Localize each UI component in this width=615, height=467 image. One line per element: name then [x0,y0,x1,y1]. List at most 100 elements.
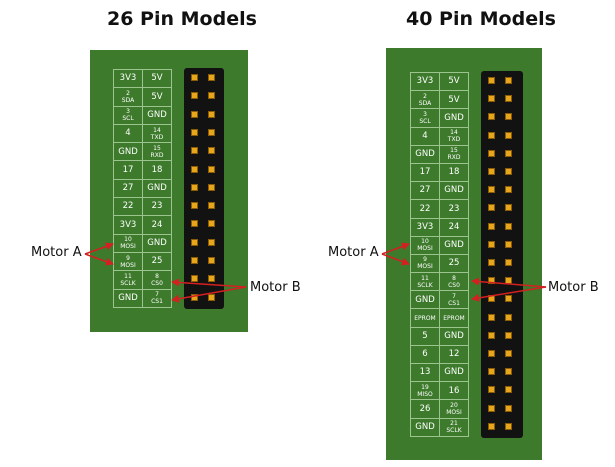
header-pin [208,183,215,191]
header-pin [505,77,512,84]
header-pin [505,95,512,103]
header-pin [191,147,198,155]
header-pin [505,313,512,321]
header-pin [191,110,198,118]
header-pin [208,293,215,301]
pin-label-even: 5V [439,90,469,110]
header-pin [505,368,512,376]
pin-label-even: 16 [439,381,469,401]
pin-row: 22 23 [113,197,172,217]
header-pin [488,386,495,394]
pin-row: 3 SCL GND [113,105,172,125]
pin-row: 9 MOSI 25 [410,253,469,274]
motor-a-label-right: Motor A [328,245,379,260]
pin-label-odd: 11 SCLK [410,272,440,292]
pin-label-even: 7 CS1 [439,290,469,310]
arrow-motor-a-2 [84,253,114,266]
header-pin [505,259,512,266]
header-pin [191,92,198,100]
pin-label-even: 25 [439,253,469,274]
header-pin [191,165,198,173]
header-pin [208,257,215,264]
pin-row: 11 SCLK 8 CS0 [410,272,469,292]
pin-row: 2 SDA 5V [410,90,469,110]
arrow-motor-a-4 [381,253,410,266]
pin-row: GND 7 CS1 [113,288,172,308]
pin-row: 2 SDA 5V [113,87,172,107]
header-pin [488,149,495,157]
arrow-motor-a-3 [381,242,410,255]
header-pin [488,350,495,357]
pin-label-odd: GND [410,417,440,437]
header-pin [488,186,495,194]
header-pin [191,257,198,264]
header-pin [191,238,198,246]
header-pin [208,147,215,155]
header-pin [505,222,512,230]
header-pin [488,168,495,175]
header-pin [488,222,495,230]
pin-label-even: 8 CS0 [439,272,469,292]
pin-row: 10 MOSI GND [410,235,469,255]
header-pin [191,220,198,228]
header-pin [488,277,495,285]
pin-label-odd: 19 MISO [410,381,440,401]
header-pin [488,404,495,412]
title-26-pin-models: 26 Pin Models [107,8,257,30]
header-pin [488,77,495,84]
header-pin [488,204,495,212]
pin-row: 3V3 5V [410,71,469,92]
header-pin [488,113,495,121]
header-pin [505,331,512,339]
title-40-pin-models: 40 Pin Models [406,8,556,30]
header-pin [208,128,215,136]
motor-b-label-right: Motor B [548,280,599,295]
header-pin [488,240,495,248]
header-pin [191,183,198,191]
motor-b-label-left: Motor B [250,280,301,295]
header-pin [208,220,215,228]
pin-label-even: 5V [439,71,469,92]
header-pin [505,113,512,121]
pin-row: GND 7 CS1 [410,290,469,310]
pin-label-even: 15 RXD [439,144,469,164]
pin-label-even: 20 MOSI [439,399,469,419]
pin-label-odd: 11 SCLK [113,270,143,290]
header-pin [488,95,495,103]
header-pin [488,368,495,376]
pin-row: 4 14 TXD [410,126,469,146]
header-pin [191,202,198,210]
pin-label-odd: 3 SCL [113,105,143,125]
arrow-motor-b-3 [471,277,547,288]
header-pin [505,386,512,394]
header-pin [488,259,495,266]
header-pin [191,275,198,283]
motor-a-label-left: Motor A [31,245,82,260]
header-pin [191,128,198,136]
pin-label-odd: GND [113,288,143,308]
header-pin [505,422,512,430]
header-pin [505,240,512,248]
pin-row: 10 MOSI GND [113,233,172,253]
pin-label-table: 3V3 5V 2 SDA 5V 3 SCL GND 4 14 TXD GND 15 RXD 17 18 27 GN… [410,71,469,437]
pin-label-even: GND [439,362,469,383]
header-pin [505,131,512,139]
pin-label-even: GND [439,108,469,128]
pin-label-even: 21 SCLK [439,417,469,437]
pin-label-table: 3V3 5V 2 SDA 5V 3 SCL GND 4 14 TXD GND 15 RXD 17 18 27 GN… [113,68,172,308]
pin-row: 19 MISO 16 [410,381,469,401]
header-pin [505,350,512,357]
pin-row: EPROM EPROM [410,308,469,328]
pin-row: GND 21 SCLK [410,417,469,437]
header-pin [505,186,512,194]
header-pin [505,168,512,175]
header-pin [505,404,512,412]
pin-label-even: 12 [439,344,469,365]
header-pin [208,238,215,246]
gpio-header [184,68,224,309]
header-pin [208,110,215,118]
pin-row: 6 12 [410,344,469,365]
header-pin [208,202,215,210]
pin-label-even: GND [439,326,469,346]
